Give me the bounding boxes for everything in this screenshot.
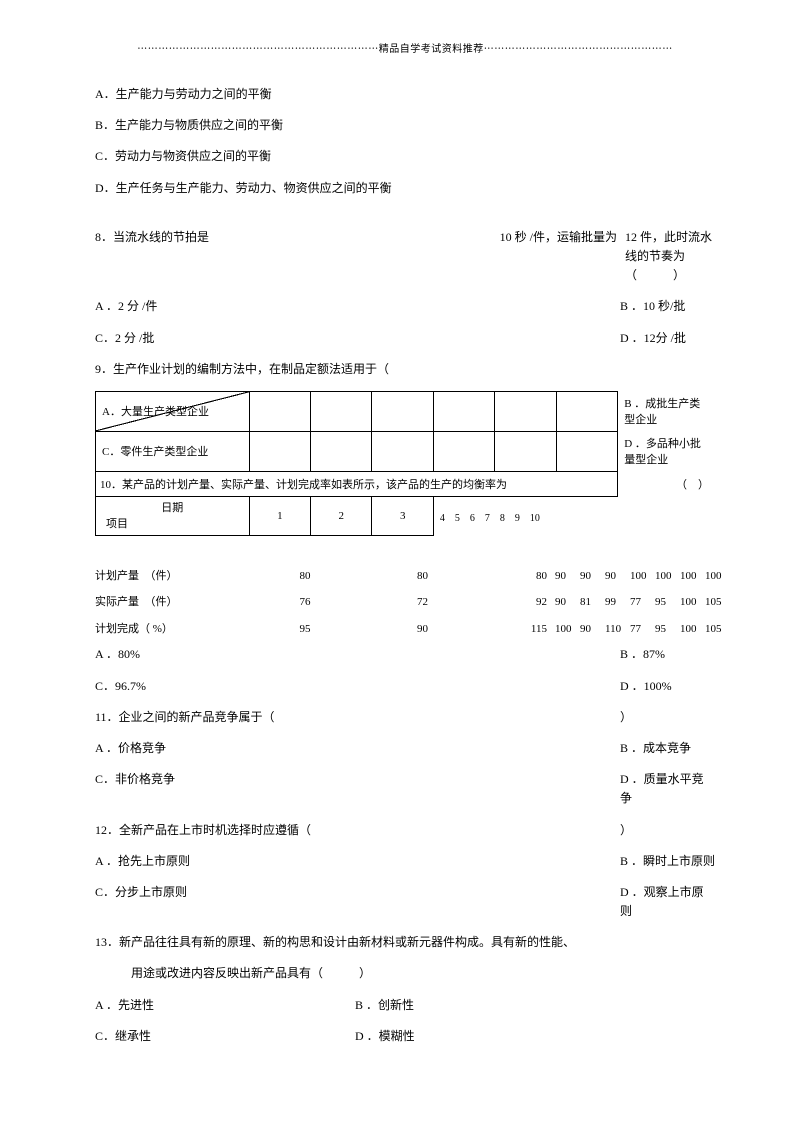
q12-option-a: A ．抢先上市原则: [95, 852, 620, 871]
q10-option-a: A ．80%: [95, 645, 620, 664]
q10-comp-9: 100: [680, 619, 705, 640]
q11-option-d: D ．质量水平竞争: [620, 770, 715, 808]
date-label: 日期: [161, 502, 183, 514]
q8-stem-mid: 10 秒 /件，运输批量为: [480, 228, 617, 286]
q9-stem: 9．生产作业计划的编制方法中，在制品定额法适用于（: [95, 360, 715, 379]
q10-row-cd: C．96.7% D ．100%: [95, 677, 715, 696]
q10-h2: 2: [311, 496, 372, 535]
q10-comp-3: 115: [470, 619, 555, 640]
q12-stem-row: 12．全新产品在上市时机选择时应遵循（ ）: [95, 821, 715, 840]
q12-row-ab: A ．抢先上市原则 B ．瞬时上市原则: [95, 852, 715, 871]
q10-comp-8: 95: [655, 619, 680, 640]
q8-option-a: A ．2 分 /件: [95, 297, 620, 316]
q10-row-actual: 实际产量 （件） 76 72 92 90 81 99 77 95 100 105: [95, 592, 715, 613]
q10-plan-5: 90: [580, 566, 605, 587]
q13-row-ab: A ．先进性 B ．创新性: [95, 996, 715, 1015]
q10-actual-10: 105: [705, 592, 730, 613]
q10-comp-10: 105: [705, 619, 730, 640]
q13-line2: 用途或改进内容反映出新产品具有（ ）: [95, 964, 715, 983]
q8-row-ab: A ．2 分 /件 B ．10 秒/批: [95, 297, 715, 316]
q10-actual-1: 76: [235, 592, 375, 613]
q10-actual-label: 实际产量 （件）: [95, 592, 235, 613]
q8-option-b: B ．10 秒/批: [620, 297, 715, 316]
q12-close: ）: [620, 821, 715, 840]
q10-option-b: B ．87%: [620, 645, 715, 664]
q10-complete-label: 计划完成（ %）: [95, 619, 235, 640]
q10-plan-9: 100: [680, 566, 705, 587]
q10-plan-label: 计划产量 （件）: [95, 566, 235, 587]
q10-actual-3: 92: [470, 592, 555, 613]
q9-option-d: D ．多品种小批量型企业: [618, 431, 715, 471]
q10-actual-7: 77: [630, 592, 655, 613]
q10-plan-10: 100: [705, 566, 730, 587]
q10-plan-2: 80: [375, 566, 470, 587]
q13-option-c: C．继承性: [95, 1027, 355, 1046]
q10-actual-2: 72: [375, 592, 470, 613]
q8-stem-row: 8．当流水线的节拍是 10 秒 /件，运输批量为 12 件，此时流水线的节奏为（…: [95, 228, 715, 286]
q9-option-c-cell: C．零件生产类型企业: [96, 431, 250, 471]
q10-actual-9: 100: [680, 592, 705, 613]
q10-h1: 1: [249, 496, 310, 535]
q10-stem-cell: 10．某产品的计划产量、实际产量、计划完成率如表所示，该产品的生产的均衡率为: [96, 471, 618, 496]
q10-row-plan: 计划产量 （件） 80 80 80 90 90 90 100 100 100 1…: [95, 566, 715, 587]
q8-row-cd: C．2 分 /批 D ．12分 /批: [95, 329, 715, 348]
q11-stem: 11．企业之间的新产品竞争属于（: [95, 708, 620, 727]
q10-plan-4: 90: [555, 566, 580, 587]
q10-row-ab: A ．80% B ．87%: [95, 645, 715, 664]
q10-actual-6: 99: [605, 592, 630, 613]
q12-row-cd: C．分步上市原则 D ．观察上市原则: [95, 883, 715, 921]
q10-actual-8: 95: [655, 592, 680, 613]
q10-plan-7: 100: [630, 566, 655, 587]
q10-actual-5: 81: [580, 592, 605, 613]
q8-stem-left: 8．当流水线的节拍是: [95, 228, 209, 286]
q11-stem-row: 11．企业之间的新产品竞争属于（ ）: [95, 708, 715, 727]
q11-option-b: B ．成本竞争: [620, 739, 715, 758]
q12-option-b: B ．瞬时上市原则: [620, 852, 715, 871]
q10-plan-1: 80: [235, 566, 375, 587]
q13-option-a: A ．先进性: [95, 996, 355, 1015]
q10-comp-5: 90: [580, 619, 605, 640]
q10-comp-7: 77: [630, 619, 655, 640]
q8-stem-right: 12 件，此时流水线的节奏为（ ）: [625, 228, 715, 286]
q10-comp-6: 110: [605, 619, 630, 640]
q10-h-rest: 4 5 6 7 8 9 10: [433, 496, 715, 535]
q12-stem: 12．全新产品在上市时机选择时应遵循（: [95, 821, 620, 840]
q11-option-a: A ．价格竞争: [95, 739, 620, 758]
q9-option-a-cell: A．大量生产类型企业: [96, 391, 250, 431]
q11-row-cd: C．非价格竞争 D ．质量水平竞争: [95, 770, 715, 808]
q10-plan-6: 90: [605, 566, 630, 587]
q10-option-c: C．96.7%: [95, 677, 620, 696]
q13-option-b: B ．创新性: [355, 996, 414, 1015]
q10-option-d: D ．100%: [620, 677, 715, 696]
q7-option-c: C．劳动力与物资供应之间的平衡: [95, 147, 715, 166]
q7-option-a: A．生产能力与劳动力之间的平衡: [95, 85, 715, 104]
q11-close: ）: [620, 708, 715, 727]
q11-row-ab: A ．价格竞争 B ．成本竞争: [95, 739, 715, 758]
q10-plan-3: 80: [470, 566, 555, 587]
q9-q10-table: A．大量生产类型企业 B ．成批生产类型企业 C．零件生产类型企业 D ．多品种…: [95, 391, 715, 536]
q9-option-b: B ．成批生产类型企业: [618, 391, 715, 431]
q10-comp-4: 100: [555, 619, 580, 640]
proj-label: 项目: [106, 515, 128, 531]
q12-option-d: D ．观察上市原则: [620, 883, 715, 921]
q13-row-cd: C．继承性 D ．模糊性: [95, 1027, 715, 1046]
q10-paren: （ ）: [618, 471, 715, 496]
page-header: ⋯⋯⋯⋯⋯⋯⋯⋯⋯⋯⋯⋯⋯⋯⋯⋯⋯⋯⋯⋯⋯⋯⋯精品自学考试资料推荐⋯⋯⋯⋯⋯⋯⋯…: [95, 40, 715, 55]
q10-comp-2: 90: [375, 619, 470, 640]
q8-option-c: C．2 分 /批: [95, 329, 620, 348]
q7-option-d: D．生产任务与生产能力、劳动力、物资供应之间的平衡: [95, 179, 715, 198]
q10-plan-8: 100: [655, 566, 680, 587]
q10-actual-4: 90: [555, 592, 580, 613]
q12-option-c: C．分步上市原则: [95, 883, 620, 921]
q8-option-d: D ．12分 /批: [620, 329, 715, 348]
q10-comp-1: 95: [235, 619, 375, 640]
q13-option-d: D ．模糊性: [355, 1027, 415, 1046]
q10-row-complete: 计划完成（ %） 95 90 115 100 90 110 77 95 100 …: [95, 619, 715, 640]
q11-option-c: C．非价格竞争: [95, 770, 620, 808]
q13-line1: 13．新产品往往具有新的原理、新的构思和设计由新材料或新元器件构成。具有新的性能…: [95, 933, 715, 952]
q10-date-header: 日期 项目: [96, 496, 250, 535]
q10-h3: 3: [372, 496, 433, 535]
q7-option-b: B．生产能力与物质供应之间的平衡: [95, 116, 715, 135]
